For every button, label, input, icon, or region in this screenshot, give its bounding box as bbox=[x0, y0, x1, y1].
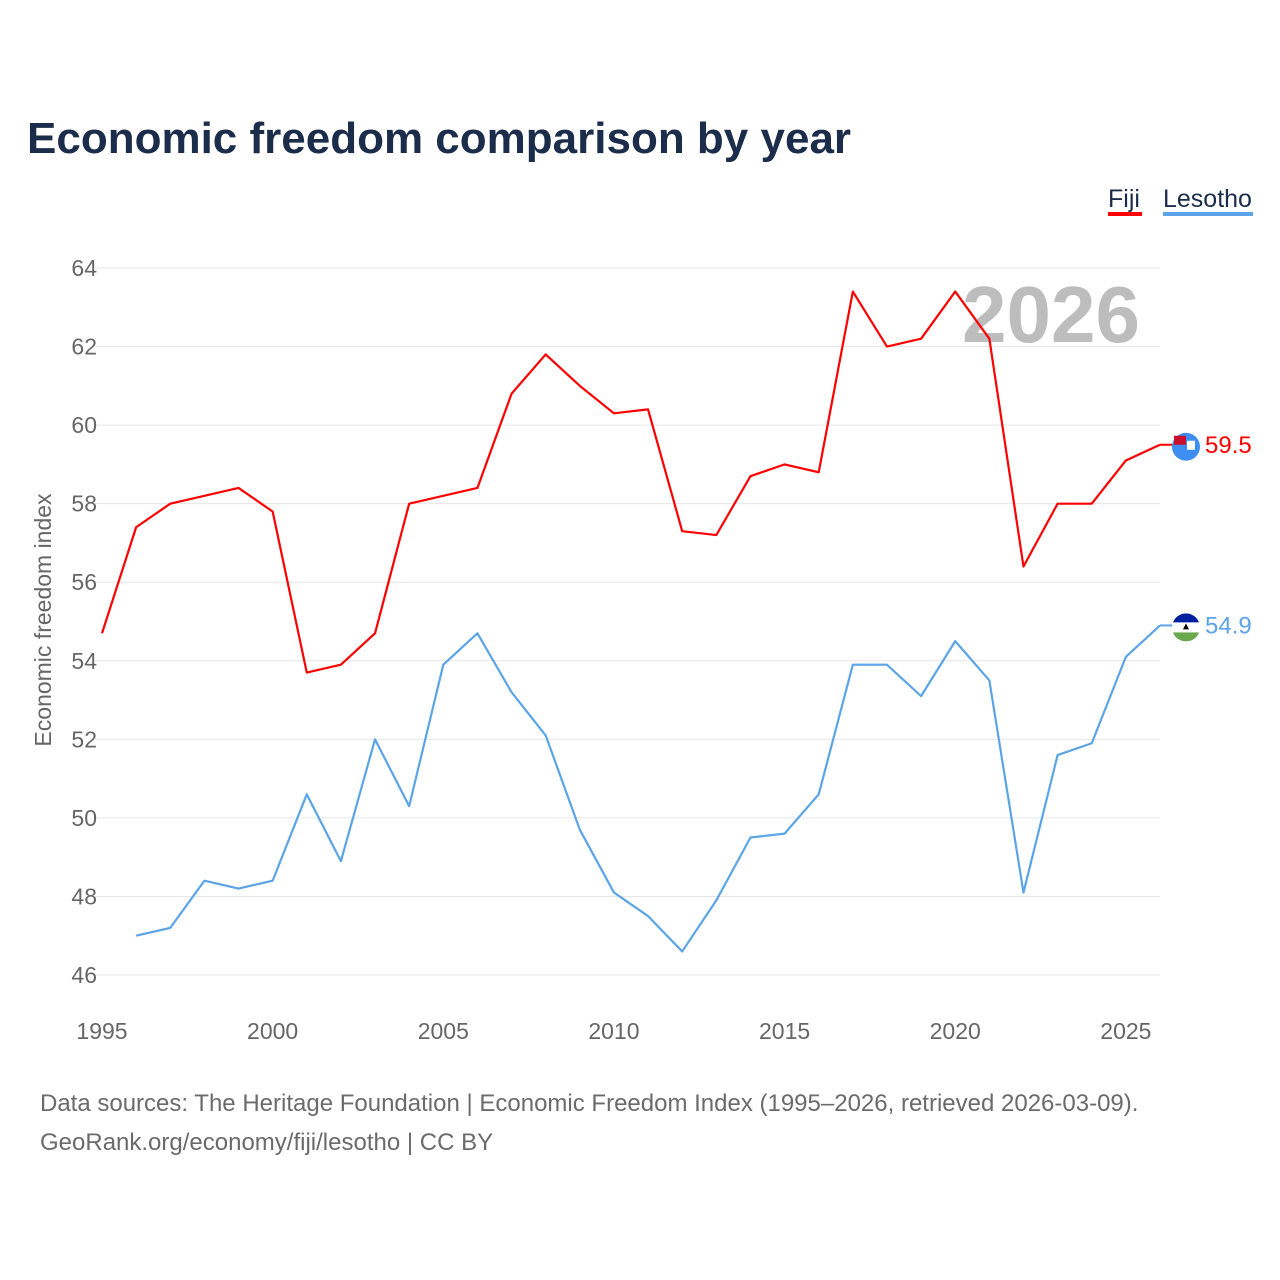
legend-fiji[interactable]: Fiji bbox=[1108, 185, 1140, 213]
y-tick-label: 60 bbox=[71, 412, 97, 438]
legend-fiji-swatch bbox=[1108, 212, 1142, 216]
grid bbox=[95, 267, 1160, 976]
x-tick-label: 2005 bbox=[418, 1018, 469, 1044]
x-tick-label: 2010 bbox=[588, 1018, 639, 1044]
year-watermark: 2026 bbox=[962, 270, 1140, 359]
end-label-fiji: 59.5 bbox=[1205, 432, 1252, 459]
y-tick-label: 50 bbox=[71, 805, 97, 831]
y-tick-label: 58 bbox=[71, 491, 97, 517]
y-tick-label: 52 bbox=[71, 726, 97, 752]
footer-sources: Data sources: The Heritage Foundation | … bbox=[40, 1090, 1138, 1117]
x-tick-label: 2000 bbox=[247, 1018, 298, 1044]
x-axis-ticks: 1995 2000 2005 2010 2015 2020 2025 bbox=[76, 1018, 1151, 1044]
x-tick-label: 1995 bbox=[76, 1018, 127, 1044]
y-tick-label: 54 bbox=[71, 648, 97, 674]
flag-fiji-icon bbox=[1172, 432, 1200, 461]
y-tick-label: 64 bbox=[71, 255, 97, 281]
legend-lesotho[interactable]: Lesotho bbox=[1163, 185, 1252, 213]
end-label-lesotho: 54.9 bbox=[1205, 612, 1252, 639]
x-tick-label: 2015 bbox=[759, 1018, 810, 1044]
y-axis-ticks: 46 48 50 52 54 56 58 60 62 64 bbox=[71, 255, 97, 988]
flag-lesotho-icon bbox=[1172, 613, 1200, 642]
x-tick-label: 2025 bbox=[1100, 1018, 1151, 1044]
legend-lesotho-swatch bbox=[1163, 212, 1253, 216]
y-tick-label: 56 bbox=[71, 569, 97, 595]
footer-link[interactable]: GeoRank.org/economy/fiji/lesotho | CC BY bbox=[40, 1129, 493, 1156]
y-tick-label: 46 bbox=[71, 962, 97, 988]
series-lines: 59.5 54.9 bbox=[100, 290, 1252, 953]
x-tick-label: 2020 bbox=[930, 1018, 981, 1044]
y-tick-label: 48 bbox=[71, 883, 97, 909]
series-line-lesotho bbox=[135, 624, 1161, 953]
y-tick-label: 62 bbox=[71, 334, 97, 360]
y-axis-label: Economic freedom index bbox=[30, 493, 56, 747]
chart-title: Economic freedom comparison by year bbox=[27, 114, 851, 163]
legend: Fiji Lesotho bbox=[1108, 185, 1253, 216]
series-line-fiji bbox=[100, 290, 1161, 674]
